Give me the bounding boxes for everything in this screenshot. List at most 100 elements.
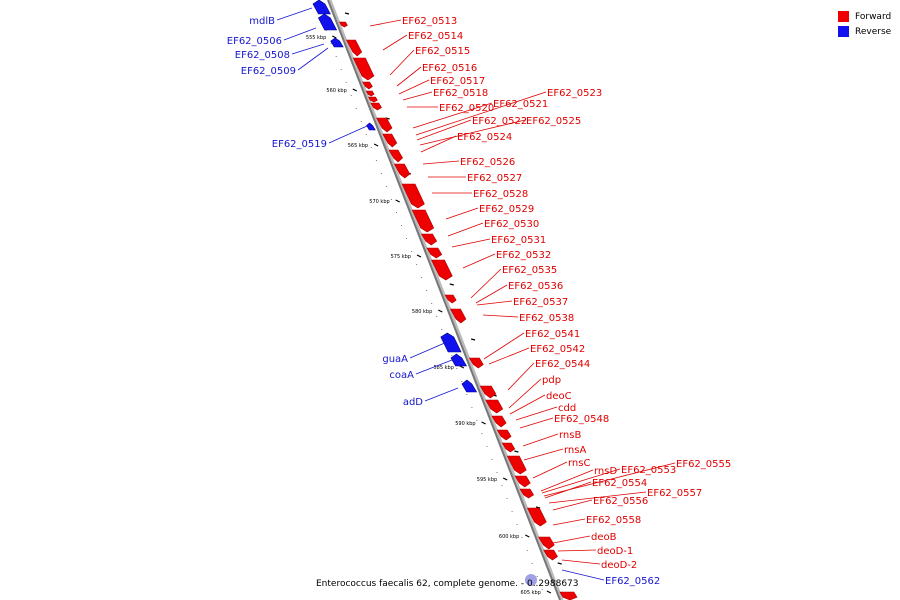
gene-label: EF62_0526: [460, 157, 515, 168]
leader-line: [445, 207, 479, 220]
kbp-tick-label: 590 kbp: [455, 421, 475, 427]
gene-label: EF62_0554: [592, 478, 647, 489]
ruler-dot: [476, 420, 478, 421]
leader-line: [328, 125, 368, 144]
ruler-dot: [536, 576, 538, 577]
leader-line: [398, 79, 430, 95]
kbp-tick: [525, 534, 530, 538]
ruler-dot: [521, 537, 523, 538]
ruler-dot: [350, 95, 352, 96]
forward-gene: [543, 549, 558, 561]
leader-line: [488, 347, 530, 365]
gene-label: EF62_0506: [227, 36, 282, 47]
leader-line: [522, 433, 559, 447]
leader-line: [552, 518, 586, 526]
reverse-swatch: [838, 26, 849, 37]
ruler-dot: [355, 108, 357, 109]
kbp-tick: [395, 199, 400, 203]
gene-label: pdp: [542, 375, 561, 386]
ruler-dot: [506, 498, 508, 499]
gene-label: EF62_0518: [433, 88, 488, 99]
gene-label: deoD-2: [601, 560, 637, 571]
ruler-dot: [406, 238, 407, 239]
leader-line: [519, 417, 554, 429]
genome-caption: Enterococcus faecalis 62, complete genom…: [316, 579, 579, 589]
ruler-dot: [541, 589, 543, 590]
leader-line: [283, 27, 317, 41]
legend-item-reverse: Reverse: [838, 24, 891, 39]
forward-gene: [367, 96, 378, 103]
kbp-tick-label: 580 kbp: [412, 309, 432, 315]
leader-line: [561, 569, 605, 581]
kbp-tick: [352, 88, 358, 92]
leader-line: [447, 222, 484, 237]
reverse-gene: [330, 37, 344, 48]
forward-gene: [338, 21, 348, 28]
forward-gene: [538, 536, 555, 550]
kbp-tick-label: 585 kbp: [434, 365, 454, 371]
ruler-dot: [526, 550, 528, 551]
gene-label: EF62_0555: [676, 459, 731, 470]
forward-gene: [370, 102, 382, 111]
gene-label: EF62_0513: [402, 16, 457, 27]
leader-line: [402, 91, 433, 101]
gene-label: coaA: [389, 370, 414, 381]
gene-label: EF62_0514: [408, 31, 463, 42]
gene-label: EF62_0516: [422, 63, 477, 74]
forward-gene: [393, 163, 411, 179]
gene-label: rnsC: [568, 458, 590, 469]
ruler-dot: [431, 303, 433, 304]
gene-label: EF62_0557: [647, 488, 702, 499]
ruler-dot: [531, 563, 533, 564]
ruler-dot: [511, 511, 513, 512]
leader-line: [523, 448, 564, 461]
ruler-dot: [385, 186, 387, 187]
leader-line: [540, 469, 594, 492]
gene-label: EF62_0529: [479, 204, 534, 215]
gene-label: EF62_0531: [491, 235, 546, 246]
forward-gene: [519, 488, 535, 499]
minor-tick: [470, 338, 476, 341]
gene-label: deoB: [591, 532, 617, 543]
kbp-tick-label: 560 kbp: [326, 88, 346, 94]
gene-features: [312, 0, 578, 600]
ruler-dot: [360, 121, 362, 122]
gene-label: EF62_0535: [502, 265, 557, 276]
gene-label: EF62_0521: [493, 99, 548, 110]
ruler-dot: [375, 160, 377, 161]
leader-line: [552, 499, 593, 511]
kbp-tick-label: 565 kbp: [348, 143, 368, 149]
leader-line: [561, 559, 601, 565]
ruler-dot: [380, 173, 382, 174]
legend-item-forward: Forward: [838, 9, 891, 24]
gene-label: EF62_0537: [513, 297, 568, 308]
leader-line: [507, 362, 535, 391]
forward-gene: [376, 117, 393, 133]
ruler-dot: [516, 524, 518, 525]
reverse-gene: [440, 332, 462, 353]
legend: Forward Reverse: [838, 9, 891, 39]
kbp-tick: [546, 590, 552, 594]
forward-gene: [382, 133, 398, 148]
leader-line: [532, 461, 568, 479]
ruler-dot: [451, 355, 453, 356]
gene-label: adD: [403, 397, 423, 408]
gene-label: EF62_0525: [526, 116, 581, 127]
leader-line: [382, 34, 408, 51]
ruler-dot: [461, 381, 463, 382]
gene-label: EF62_0519: [272, 139, 327, 150]
gene-label: guaA: [382, 354, 408, 365]
gene-label: EF62_0536: [508, 281, 563, 292]
ruler-dot: [501, 485, 503, 486]
forward-gene: [444, 294, 457, 304]
gene-label: EF62_0523: [547, 88, 602, 99]
ruler-dot: [325, 30, 327, 31]
gene-label: mdlB: [249, 16, 275, 27]
backbone-line: [327, 0, 561, 600]
kbp-tick-label: 575 kbp: [391, 254, 411, 260]
ruler-dot: [340, 69, 342, 70]
forward-swatch: [838, 11, 849, 22]
forward-gene: [449, 308, 467, 324]
forward-gene: [431, 259, 453, 281]
